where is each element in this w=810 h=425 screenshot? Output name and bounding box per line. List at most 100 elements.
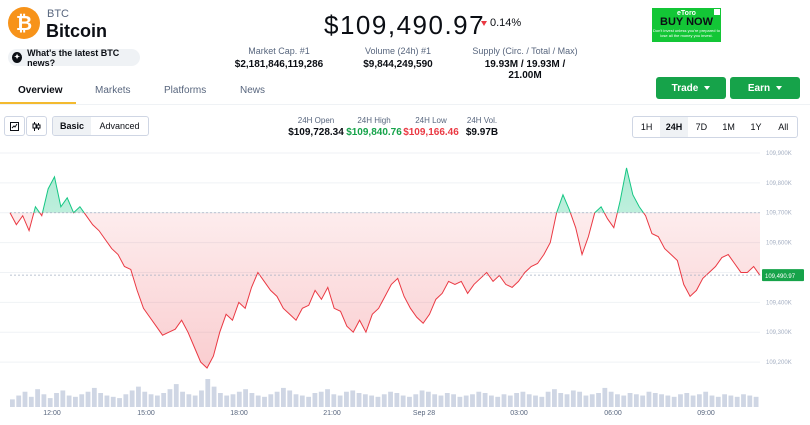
volume-bar (230, 394, 236, 407)
ohlc-low: 24H Low $109,166.46 (403, 116, 459, 138)
earn-button[interactable]: Earn (730, 77, 800, 99)
timeframe-all[interactable]: All (778, 122, 789, 132)
volume-bar (217, 393, 223, 407)
volume-bar (407, 396, 412, 407)
tab-news[interactable]: News (240, 85, 266, 96)
y-tick-label: 109,200K (766, 360, 792, 366)
volume-bar (148, 394, 154, 407)
volume-bar (98, 393, 104, 407)
trade-label: Trade (671, 82, 699, 94)
news-prompt-label: What's the latest BTC news? (27, 47, 120, 68)
timeframe-24h[interactable]: 24H (660, 117, 688, 137)
tab-platforms[interactable]: Platforms (164, 85, 207, 96)
volume-bar (684, 393, 690, 407)
volume-bar (167, 389, 173, 407)
timeframe-1h[interactable]: 1H (640, 122, 653, 132)
ohlc-high-label: 24H High (357, 116, 391, 125)
ad-brand: eToro (677, 10, 696, 17)
ohlc-volume: 24H Vol. $9.97B (462, 116, 502, 138)
volume-bar (243, 389, 248, 407)
volume-bar (703, 391, 709, 407)
volume-bar (41, 394, 47, 407)
tab-bar: Overview Markets Platforms News (0, 80, 280, 104)
x-tick-label: 09:00 (697, 410, 715, 417)
advanced-mode-button[interactable]: Advanced (99, 121, 140, 131)
volume-bar (331, 394, 337, 407)
ohlc-open-label: 24H Open (297, 116, 335, 125)
timeframe-1m[interactable]: 1M (722, 122, 735, 132)
volume-bar (470, 394, 475, 407)
volume-bar (281, 387, 286, 407)
ohlc-high: 24H High $109,840.76 (346, 116, 402, 138)
timeframe-1y[interactable]: 1Y (750, 122, 762, 132)
tab-overview[interactable]: Overview (0, 80, 76, 104)
volume-bar (507, 395, 513, 407)
volume-bar (60, 390, 66, 407)
market-cap-value: $2,181,846,119,286 (234, 59, 324, 70)
ohlc-high-value: $109,840.76 (346, 127, 402, 138)
line-chart-toggle[interactable] (4, 116, 25, 136)
bitcoin-logo-icon: ₿ (8, 7, 40, 39)
tab-markets[interactable]: Markets (95, 85, 131, 96)
volume-bar (419, 390, 425, 407)
volume-bar (356, 393, 362, 407)
line-chart-icon (10, 121, 19, 131)
y-tick-label: 109,400K (766, 300, 792, 306)
coin-symbol: BTC (47, 8, 69, 20)
volume-bar (375, 396, 381, 407)
volume-bar (696, 394, 702, 407)
volume-bar (552, 389, 557, 407)
volume-bar (526, 394, 532, 407)
timeframe-selector: 1H 24H 7D 1M 1Y All (632, 116, 798, 138)
basic-mode-button[interactable]: Basic (53, 117, 91, 135)
volume-bar (154, 395, 160, 407)
volume-bar (633, 394, 639, 407)
volume-bar (35, 389, 41, 407)
volume-bar (110, 396, 116, 407)
volume-bar (287, 390, 293, 407)
ad-cta: BUY NOW (660, 16, 713, 28)
volume-bar (577, 391, 583, 407)
volume-bar (715, 396, 721, 407)
volume-bar (451, 394, 456, 407)
candlestick-toggle[interactable] (26, 116, 47, 136)
volume-bar (344, 391, 349, 407)
y-tick-label: 109,300K (766, 330, 792, 336)
volume-bar (211, 386, 217, 407)
volume-bar (312, 393, 318, 407)
volume-bar (47, 398, 53, 407)
timeframe-7d[interactable]: 7D (695, 122, 708, 132)
volume-bar (394, 393, 400, 407)
volume-bar (199, 390, 204, 407)
volume-bar (640, 395, 646, 407)
down-arrow-icon (481, 20, 487, 26)
candlestick-icon (32, 121, 41, 131)
volume-bar (236, 391, 242, 407)
volume-bar (325, 389, 330, 407)
volume-bar (400, 395, 406, 407)
ad-info-icon[interactable] (714, 9, 720, 15)
volume-bar (539, 396, 545, 407)
volume-bar (136, 386, 141, 407)
news-prompt-button[interactable]: ✦ What's the latest BTC news? (8, 47, 140, 68)
volume-bar (444, 393, 450, 407)
volume-bar (652, 393, 658, 407)
volume-bar (28, 396, 34, 407)
volume-bar (274, 391, 280, 407)
volume-bar (709, 395, 715, 407)
volume-bar (747, 395, 753, 407)
volume-bar (501, 394, 507, 407)
volume-bar (224, 395, 230, 407)
volume-bar (22, 391, 28, 407)
x-tick-label: Sep 28 (413, 410, 435, 417)
trade-button[interactable]: Trade (656, 77, 726, 99)
volume-bar (545, 391, 551, 407)
volume-bar (255, 395, 261, 407)
price-line-up (10, 167, 645, 213)
ohlc-low-value: $109,166.46 (403, 127, 459, 138)
price-chart[interactable]: 109,900K109,800K109,700K109,600K109,500K… (0, 140, 810, 425)
etoro-ad-banner[interactable]: eToro BUY NOW Don't invest unless you're… (652, 8, 721, 42)
volume-bar (583, 395, 589, 407)
volume-bar (262, 396, 267, 407)
x-tick-label: 06:00 (604, 410, 622, 417)
